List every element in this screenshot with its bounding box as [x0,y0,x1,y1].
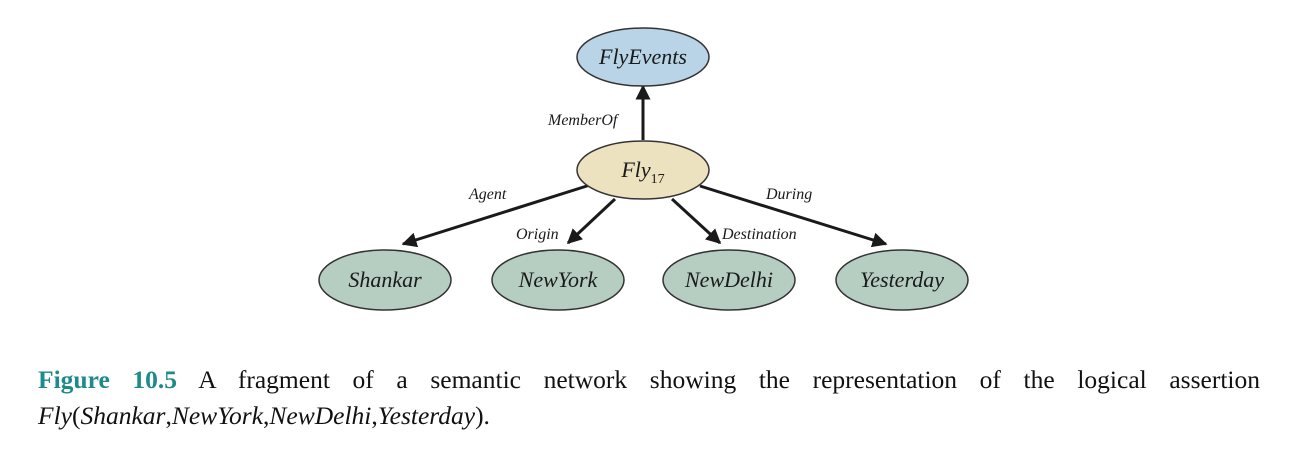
caption-close: ). [475,401,490,430]
caption-predicate: Fly [38,401,72,430]
node-fly-events: FlyEvents [576,27,710,87]
caption-open-paren: ( [71,401,81,430]
edge-label-agent: Agent [468,186,507,203]
figure-number: Figure 10.5 [38,365,178,394]
node-fly: Fly17 [576,140,710,200]
figure-caption: Figure 10.5 A fragment of a semantic net… [38,362,1260,434]
caption-text: A fragment of a semantic network showing… [198,365,1260,394]
node-fly-label: Fly17 [620,157,664,187]
caption-arg-new-york: NewYork [171,401,264,430]
node-fly-events-label: FlyEvents [598,44,687,69]
edge-origin [566,197,617,245]
edge-destination [670,197,722,245]
node-shankar-shape [318,249,452,311]
node-yesterday-label: Yesterday [860,267,944,292]
node-new-york-shape [491,249,625,311]
edge-label-member-of: MemberOf [547,112,620,129]
caption-separator-3: , [371,401,378,430]
node-fly-shape [576,140,710,200]
caption-arg-new-delhi: NewDelhi [269,401,372,430]
caption-arg-shankar: Shankar [80,401,166,430]
semantic-network-diagram: MemberOf Agent Origin Destination During… [318,27,969,311]
node-fly-events-shape [576,27,710,87]
node-new-delhi: NewDelhi [662,249,796,311]
node-new-york-label: NewYork [518,267,599,292]
node-new-york: NewYork [491,249,625,311]
edge-label-origin: Origin [516,226,559,243]
caption-arg-yesterday: Yesterday [377,401,476,430]
edge-label-destination: Destination [721,226,797,243]
node-shankar-label: Shankar [348,267,422,292]
edge-agent [401,183,591,248]
edge-during [699,184,888,248]
node-new-delhi-label: NewDelhi [684,267,773,292]
caption-separator-1: , [165,401,172,430]
node-yesterday: Yesterday [835,249,969,311]
edge-label-during: During [765,186,812,203]
node-yesterday-shape [835,249,969,311]
node-new-delhi-shape [662,249,796,311]
node-shankar: Shankar [318,249,452,311]
caption-separator-2: , [263,401,270,430]
